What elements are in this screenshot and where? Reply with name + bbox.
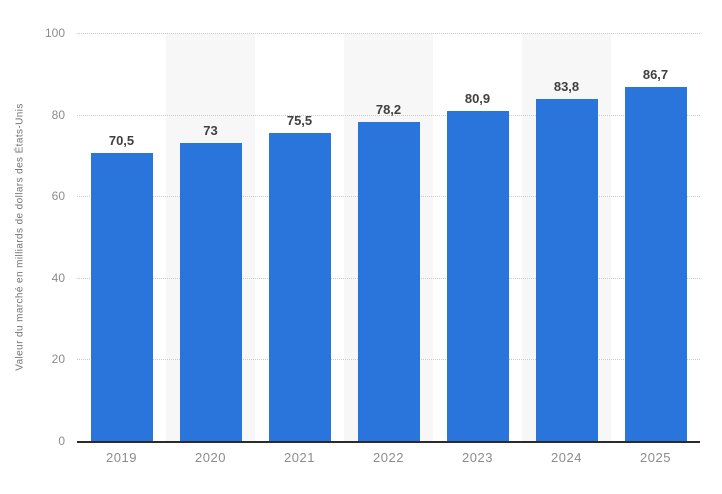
bar-value-label-2019: 70,5 [108,133,135,149]
plot-area: 70,5 73 75,5 78,2 80,9 83,8 86,7 [77,33,700,443]
bar-2022[interactable] [357,121,420,441]
bar-2025[interactable] [624,87,687,441]
y-tick-label-20: 20 [51,352,65,367]
bar-value-label-2023: 80,9 [464,90,491,106]
y-tick-label-0: 0 [58,434,65,448]
y-tick-label-100: 100 [44,26,65,40]
x-axis-label-2021: 2021 [284,450,315,465]
x-axis-label-2023: 2023 [462,450,493,465]
bar-value-label-2021: 75,5 [286,112,313,128]
x-axis-label-2022: 2022 [373,450,404,465]
bar-2024[interactable] [535,99,598,441]
y-axis-title: Valeur du marché en milliards de dollars… [14,103,26,371]
bar-value-label-2022: 78,2 [375,101,402,117]
x-axis-label-2024: 2024 [551,450,582,465]
y-tick-label-80: 80 [51,107,65,122]
bar-2020[interactable] [179,143,242,441]
bar-value-label-2020: 73 [203,123,218,139]
bar-value-label-2025: 86,7 [642,67,669,83]
gridline-100 [77,33,700,34]
bar-2023[interactable] [446,110,509,441]
x-axis-label-2025: 2025 [640,450,671,465]
x-axis-label-2020: 2020 [195,450,226,465]
gridline-80 [77,114,700,116]
y-tick-label-60: 60 [51,189,65,204]
bar-2019[interactable] [90,153,153,441]
bar-value-label-2024: 83,8 [553,79,580,95]
y-tick-label-40: 40 [51,270,65,285]
x-axis-label-2019: 2019 [106,450,137,465]
bar-2021[interactable] [268,132,331,441]
